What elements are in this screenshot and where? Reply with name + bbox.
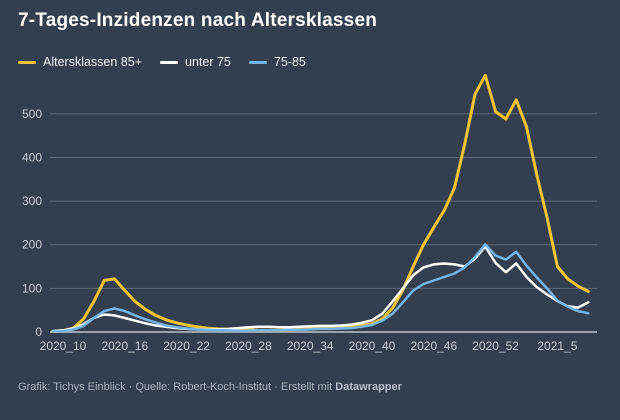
line-series-2: [51, 243, 590, 333]
line-series-1: [51, 245, 590, 333]
x-tick-label: 2020_40: [349, 339, 396, 353]
legend-item-0: Altersklassen 85+: [18, 55, 142, 69]
x-tick-label: 2020_22: [163, 339, 210, 353]
legend-item-1: unter 75: [160, 55, 231, 69]
chart-svg: 0 100 200 300 400 500 2020_10 2020_16 2020_22 202…: [22, 73, 597, 353]
x-tick-label: 2020_28: [225, 339, 272, 353]
legend-item-2: 75-85: [248, 55, 306, 69]
legend: Altersklassen 85+ unter 75 75-85: [18, 55, 306, 69]
y-tick-label: 100: [22, 281, 42, 295]
legend-swatch-icon: [160, 60, 179, 64]
y-tick-label: 300: [22, 194, 42, 208]
legend-swatch-icon: [18, 60, 36, 64]
x-tick-label: 2020_52: [472, 339, 519, 353]
legend-label: 75-85: [273, 55, 306, 69]
y-tick-label: 500: [22, 107, 42, 121]
x-tick-label: 2020_16: [101, 339, 148, 353]
x-tick-label: 2020_46: [410, 339, 457, 353]
legend-label: Altersklassen 85+: [43, 55, 143, 69]
footer-brand: Datawrapper: [335, 381, 402, 393]
chart-title: 7-Tages-Inzidenzen nach Altersklassen: [18, 10, 378, 31]
x-tick-label: 2020_10: [40, 339, 87, 353]
x-tick-label: 2021_5: [537, 339, 577, 353]
x-tick-label: 2020_34: [287, 339, 334, 353]
y-tick-label: 200: [22, 238, 42, 252]
legend-swatch-icon: [248, 60, 267, 64]
y-tick-label: 0: [35, 325, 42, 339]
legend-label: unter 75: [185, 55, 231, 69]
footer-credit: Grafik: Tichys Einblick · Quelle: Robert…: [18, 381, 336, 393]
y-tick-label: 400: [22, 150, 42, 164]
footer: Grafik: Tichys Einblick · Quelle: Robert…: [18, 381, 402, 393]
